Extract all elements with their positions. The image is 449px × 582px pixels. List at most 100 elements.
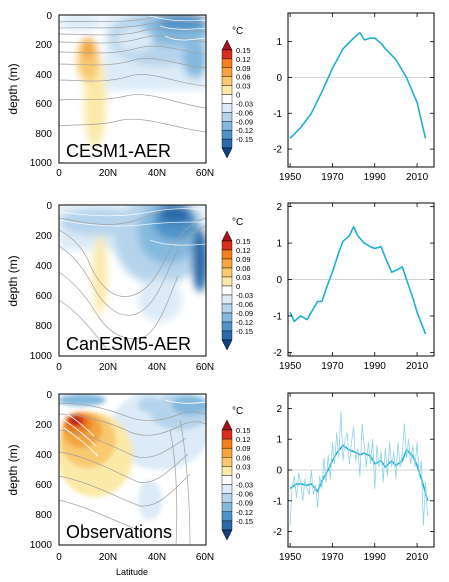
isotherms: [59, 211, 206, 349]
x-tick-label: 0: [56, 362, 62, 373]
colorbar-tick-label: 0.09: [236, 64, 251, 73]
cool-region: [159, 205, 191, 223]
colorbar-swatch: [221, 129, 233, 140]
colorbar-swatch: [221, 276, 233, 287]
panel-label: CanESM5-AER: [66, 334, 191, 354]
y-tick-label: 800: [35, 510, 52, 521]
cool-region: [172, 395, 206, 415]
isotherms: [63, 399, 206, 457]
colorbar: 0.150.120.090.060.030-0.03-0.06-0.09-0.1…: [221, 406, 253, 541]
y-tick-label: 1: [276, 37, 282, 48]
colorbar-tick-label: 0.06: [236, 264, 251, 273]
x-tick-label: 1950: [279, 172, 302, 183]
x-tick-label: 0: [56, 168, 62, 179]
series-line: [289, 444, 429, 502]
y-tick-label: 1: [276, 239, 282, 250]
y-tick-label: 400: [35, 450, 52, 461]
x-tick-label: 20N: [99, 362, 117, 373]
x-tick-label: 2010: [406, 172, 429, 183]
y-tick-label: 0: [276, 275, 282, 286]
colorbar-swatch: [221, 58, 233, 69]
plot-frame: [58, 393, 207, 546]
x-ticks: 0 20N 40N 60N: [56, 168, 214, 179]
colorbar-swatch: [221, 258, 233, 269]
cool-region: [59, 15, 102, 30]
warm-region: [81, 38, 95, 58]
isotherms: [59, 403, 206, 545]
colorbar-bottom-arrow: [221, 147, 233, 159]
colorbar-tick-label: 0.09: [236, 255, 251, 264]
colorbar-tick-label: -0.12: [236, 508, 253, 517]
x-tick-label: 1950: [279, 552, 302, 563]
colorbar-swatch: [221, 321, 233, 332]
x-tick-label: 40N: [148, 552, 166, 563]
x-axis-label: Latitude: [116, 567, 148, 577]
colorbar-swatch: [221, 330, 233, 341]
colorbar-swatch: [221, 240, 233, 251]
y-tick-label: 1: [276, 435, 282, 446]
x-tick-label: 1970: [321, 172, 344, 183]
colorbar-swatch: [221, 429, 233, 440]
colorbar-swatch: [221, 475, 233, 485]
colorbar-swatch: [221, 267, 233, 278]
colorbar-swatch: [221, 493, 233, 503]
colorbar-unit: °C: [232, 26, 243, 37]
colorbar-tick-label: 0: [236, 91, 240, 100]
x-tick-label: 60N: [196, 168, 214, 179]
x-tick-label: 60N: [196, 362, 214, 373]
y-tick-label: 0: [46, 390, 52, 401]
x-ticks: 0 20N 40N 60N: [56, 362, 214, 373]
x-tick-label: 1990: [364, 552, 387, 563]
cool-region: [59, 394, 106, 406]
y-tick-label: 800: [35, 321, 52, 332]
panel-label: CESM1-AER: [66, 141, 171, 161]
y-tick-label: 600: [35, 291, 52, 302]
x-tick-label: 1970: [321, 361, 344, 372]
colorbar-tick-label: 0.03: [236, 82, 251, 91]
colorbar-tick-label: -0.03: [236, 481, 253, 490]
y-tick-label: -2: [273, 348, 282, 359]
y-tick-label: 2: [276, 404, 282, 415]
colorbar-top-arrow: [221, 230, 233, 242]
y-ticks: 0 200 400 600 800 1000: [30, 390, 53, 551]
colorbar-tick-label: -0.09: [236, 499, 253, 508]
colorbar-swatch: [221, 457, 233, 467]
cool-region: [158, 15, 206, 31]
heatmap-observations: 0 200 400 600 800 1000 0 20N 40N 60N Lat…: [6, 390, 214, 577]
colorbar-swatch: [221, 67, 233, 77]
y-tick-label: -1: [273, 109, 282, 120]
colorbar-tick-label: 0.12: [236, 246, 251, 255]
x-ticks: 0 20N 40N 60N: [56, 552, 214, 563]
x-tick-label: 1990: [364, 361, 387, 372]
colorbar: 0.150.120.090.060.030-0.03-0.06-0.09-0.1…: [221, 26, 253, 159]
y-tick-label: 1000: [30, 351, 53, 362]
colorbar-tick-label: -0.06: [236, 490, 253, 499]
y-tick-label: 200: [35, 40, 52, 51]
series-line-annual: [289, 411, 429, 526]
colorbar-swatch: [221, 285, 233, 296]
timeseries-canesm5: -2 -1 0 1 2 1950 1970 1990 2010: [273, 202, 435, 372]
colorbar-tick-label: 0.15: [236, 237, 251, 246]
colorbar-tick-label: 0.15: [236, 46, 251, 55]
colorbar-swatch: [221, 447, 233, 458]
y-tick-label: 1000: [30, 158, 53, 169]
plot-frame: [58, 204, 207, 357]
colorbar-tick-label: 0.09: [236, 444, 251, 453]
series-line: [289, 31, 427, 139]
panel-label: Observations: [66, 522, 172, 542]
y-axis-label: depth (m): [6, 255, 20, 306]
colorbar-swatch: [221, 249, 233, 260]
cool-region: [138, 480, 162, 520]
colorbar-swatch: [221, 484, 233, 494]
x-tick-label: 20N: [99, 552, 117, 563]
cool-region: [183, 42, 206, 78]
colorbar-swatch: [221, 103, 233, 113]
y-tick-label: 200: [35, 231, 52, 242]
colorbar-tick-label: 0: [236, 471, 240, 480]
colorbar-swatch: [221, 303, 233, 314]
series-line: [289, 225, 427, 335]
y-ticks: 0 200 400 600 800 1000: [30, 11, 53, 169]
y-tick-label: 2: [276, 202, 282, 213]
isotherms: [149, 15, 206, 41]
colorbar-tick-label: -0.09: [236, 309, 253, 318]
